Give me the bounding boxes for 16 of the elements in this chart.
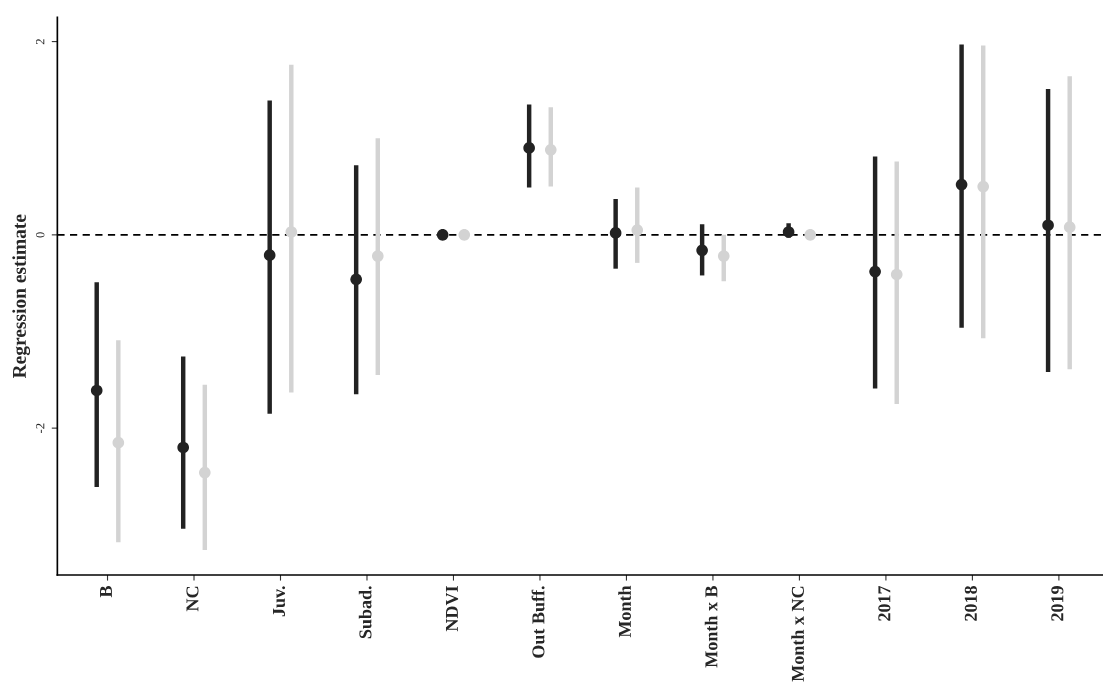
x-tick-label: Month (618, 585, 631, 638)
x-tick-label: 2018 (964, 586, 977, 621)
x-tick-label: Month x B (704, 585, 718, 668)
x-tick-label: Subad. (358, 586, 372, 639)
y-axis-title: Regression estimate (12, 214, 31, 379)
x-tick-label: 2017 (878, 585, 891, 621)
x-tick-label: NDVI (445, 586, 459, 632)
x-tick-label: B (100, 585, 112, 598)
x-tick-label: 2019 (1051, 586, 1064, 621)
x-tick-label: Juv. (273, 586, 286, 617)
x-tick-label: NC (186, 586, 199, 612)
y-tick-label: 2 (36, 39, 45, 45)
x-tick-label: Out Buff. (531, 586, 545, 658)
y-tick-label: 0 (35, 232, 45, 238)
y-tick-label: -2 (36, 423, 45, 433)
x-tick-label: Month x NC (791, 586, 804, 682)
